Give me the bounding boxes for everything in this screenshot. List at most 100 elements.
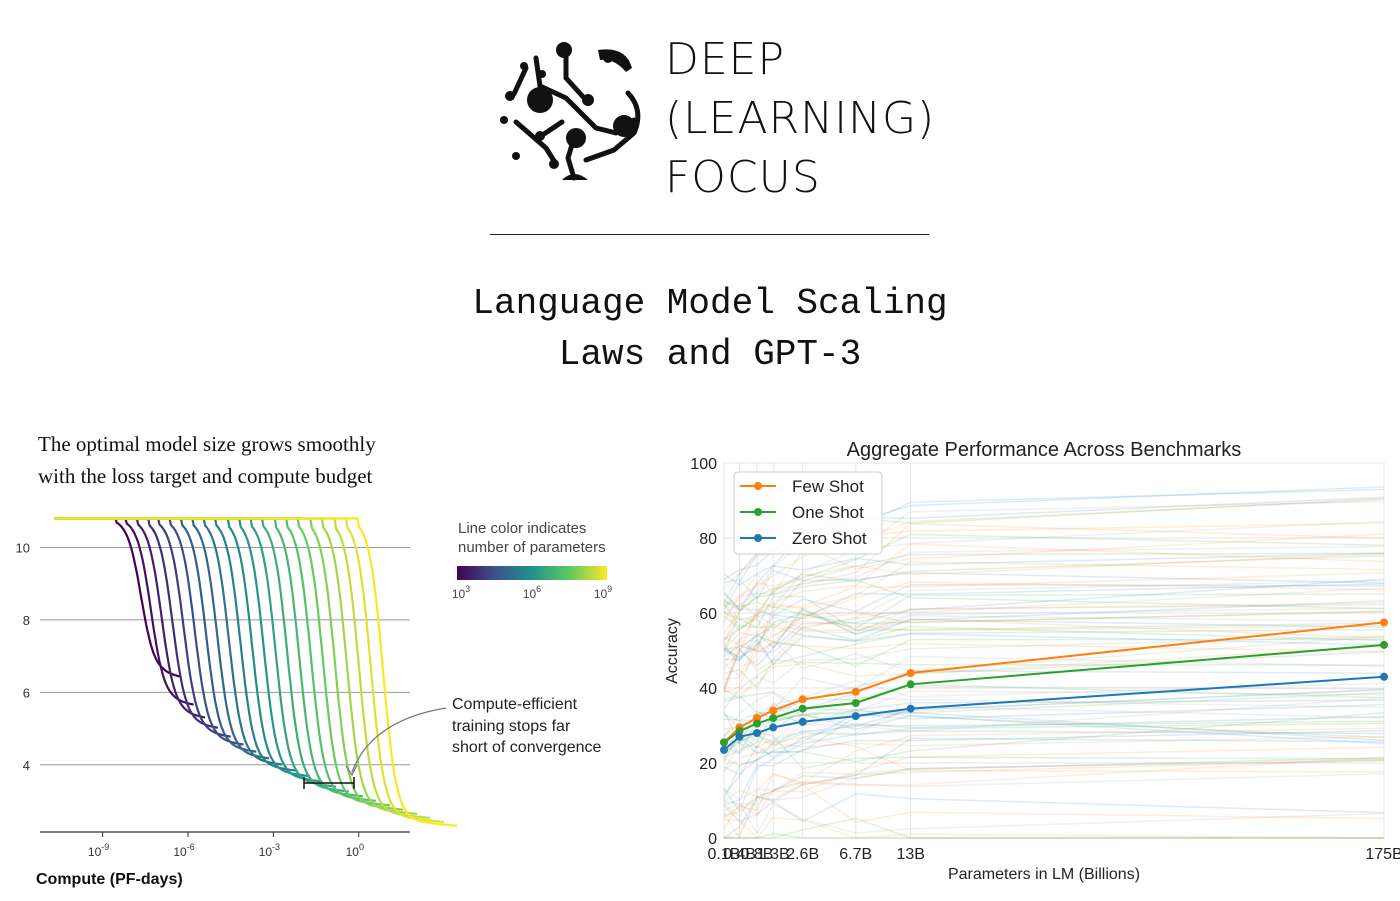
- background-task-line: [723, 520, 1385, 647]
- series-point-few-shot: [798, 695, 807, 704]
- logo-mark: [500, 42, 641, 181]
- background-task-line: [723, 760, 1385, 840]
- background-task-line: [723, 635, 1385, 673]
- background-task-line: [723, 737, 1385, 839]
- series-point-few-shot: [906, 669, 915, 677]
- series-point-one-shot: [906, 680, 915, 689]
- left-x-tick-label: 10-9: [88, 842, 109, 859]
- series-point-zero-shot: [1380, 672, 1388, 681]
- loss-curve: [54, 517, 418, 815]
- right-x-tick-label: 0.4B: [723, 846, 756, 863]
- background-task-line: [723, 545, 1385, 614]
- convergence-marker: [303, 777, 355, 789]
- left-x-tick-label: 100: [346, 842, 364, 859]
- background-task-line: [723, 602, 1385, 693]
- right-x-tick-label: 175B: [1365, 846, 1400, 863]
- series-point-zero-shot: [735, 732, 744, 741]
- right-chart-legend: Few Shot One Shot Zero Shot: [733, 471, 883, 555]
- color-legend-title-line-1: Line color indicates: [458, 520, 587, 537]
- logo-line-2: (LEARNING): [665, 93, 936, 144]
- background-task-line: [723, 759, 1385, 806]
- left-y-tick-label: 4: [23, 758, 30, 773]
- background-task-line: [723, 670, 1385, 711]
- page-title-line-1: Language Model Scaling: [472, 283, 948, 324]
- color-legend-bar: [457, 566, 607, 580]
- background-task-line: [723, 697, 1385, 772]
- series-point-zero-shot: [798, 717, 807, 726]
- background-task-line: [723, 581, 1385, 694]
- background-task-line: [723, 522, 1385, 645]
- background-task-line: [723, 690, 1385, 755]
- background-task-line: [723, 569, 1385, 601]
- legend-label: Few Shot: [792, 477, 864, 496]
- background-task-line: [723, 699, 1385, 755]
- background-task-line: [723, 716, 1385, 795]
- background-task-line: [723, 793, 1385, 823]
- background-task-line: [723, 554, 1385, 632]
- series-point-zero-shot: [769, 723, 778, 732]
- logo-line-3: FOCUS: [665, 152, 821, 203]
- loss-curve: [54, 517, 310, 778]
- loss-curve: [54, 517, 322, 783]
- loss-curve: [54, 517, 376, 802]
- background-task-line: [723, 773, 1385, 801]
- background-task-line: [723, 635, 1385, 668]
- background-task-line: [723, 635, 1385, 700]
- right-y-tick-label: 100: [690, 456, 717, 473]
- right-x-tick-label: 0.1B: [708, 846, 741, 863]
- loss-curve: [54, 517, 244, 746]
- background-task-line: [723, 802, 1385, 836]
- legend-marker: [754, 508, 762, 516]
- color-legend-tick-label: 109: [594, 584, 612, 601]
- background-task-line: [723, 604, 1385, 677]
- background-task-line: [723, 543, 1385, 664]
- background-task-line: [723, 730, 1385, 806]
- series-point-one-shot: [753, 719, 761, 728]
- background-task-line: [723, 552, 1385, 641]
- background-task-line: [723, 522, 1385, 623]
- left-caption-line-2: with the loss target and compute budget: [38, 464, 373, 488]
- loss-curve: [54, 517, 391, 807]
- background-task-line: [723, 578, 1385, 689]
- background-task-line: [723, 756, 1385, 817]
- background-task-line: [723, 704, 1385, 776]
- series-point-few-shot: [753, 714, 761, 722]
- annotation-arrow-head: [345, 764, 358, 777]
- background-task-line: [723, 595, 1385, 632]
- background-task-line: [723, 600, 1385, 625]
- background-task-line: [723, 600, 1385, 661]
- left-chart-caption: The optimal model size grows smoothly wi…: [38, 428, 376, 492]
- right-x-tick-label: 2.6B: [786, 846, 819, 863]
- series-point-one-shot: [769, 714, 778, 722]
- legend-box: [733, 471, 883, 555]
- color-legend-title: Line color indicates number of parameter…: [458, 519, 606, 557]
- background-task-line: [723, 593, 1385, 660]
- annotation-line-2: training stops far: [452, 717, 571, 735]
- series-point-one-shot: [735, 727, 744, 736]
- loss-curve: [54, 517, 194, 706]
- annotation-arrow: [351, 707, 447, 773]
- series-point-one-shot: [851, 699, 860, 707]
- color-legend-tick-label: 106: [523, 584, 541, 601]
- left-x-tick-label: 10-3: [259, 842, 280, 859]
- left-y-tick-label: 8: [23, 613, 30, 628]
- right-y-axis-label: Accuracy: [664, 618, 681, 684]
- right-chart-title: Aggregate Performance Across Benchmarks: [847, 439, 1242, 461]
- background-task-line: [723, 645, 1385, 695]
- background-task-line: [723, 533, 1385, 654]
- background-task-line: [723, 610, 1385, 637]
- series-point-one-shot: [798, 704, 807, 713]
- page-title: Language Model Scaling Laws and GPT-3: [300, 278, 1120, 380]
- legend-label: Zero Shot: [792, 529, 867, 548]
- right-x-axis-label: Parameters in LM (Billions): [948, 866, 1140, 883]
- series-point-few-shot: [1380, 618, 1388, 627]
- legend-label: One Shot: [792, 503, 864, 522]
- background-task-line: [723, 498, 1385, 608]
- right-y-tick-label: 40: [699, 681, 717, 698]
- chart-annotation: Compute-efficient training stops far sho…: [452, 694, 601, 759]
- left-x-tick-label: 10-6: [173, 842, 194, 859]
- right-y-tick-label: 20: [699, 756, 717, 773]
- series-point-zero-shot: [906, 704, 915, 713]
- background-task-line: [723, 552, 1385, 634]
